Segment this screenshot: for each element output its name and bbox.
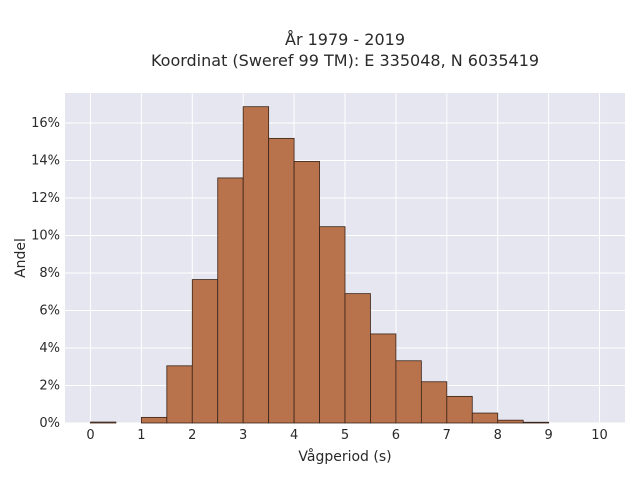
- y-tick-label-2: 4%: [39, 341, 60, 356]
- chart-title-line1: År 1979 - 2019: [285, 30, 405, 49]
- x-tick-label-10: 10: [591, 428, 608, 443]
- x-tick-label-3: 3: [239, 428, 247, 443]
- x-tick-label-0: 0: [86, 428, 94, 443]
- histogram-bar-7: [268, 137, 295, 424]
- histogram-bar-15: [471, 412, 499, 424]
- y-tick-label-8: 16%: [31, 116, 60, 131]
- y-tick-label-7: 14%: [31, 154, 60, 169]
- x-tick-label-6: 6: [392, 428, 400, 443]
- histogram-bar-9: [319, 226, 346, 424]
- histogram-bar-16: [497, 419, 524, 424]
- y-tick-label-4: 8%: [39, 266, 60, 281]
- histogram-bar-0: [90, 421, 117, 424]
- histogram-bar-12: [395, 360, 422, 424]
- x-tick-label-2: 2: [188, 428, 196, 443]
- y-tick-label-3: 6%: [39, 304, 60, 319]
- chart-title-line2: Koordinat (Sweref 99 TM): E 335048, N 60…: [151, 51, 539, 70]
- histogram-bars: [90, 106, 550, 424]
- y-tick-label-0: 0%: [39, 416, 60, 431]
- histogram-bar-10: [344, 293, 371, 424]
- histogram-bar-3: [166, 365, 193, 424]
- x-tick-label-5: 5: [341, 428, 349, 443]
- histogram-bar-2: [140, 416, 168, 424]
- y-tick-labels: 0% 2% 4% 6% 8% 10% 12% 14% 16%: [31, 116, 60, 431]
- histogram-bar-4: [191, 279, 219, 424]
- histogram-bar-5: [217, 177, 244, 424]
- y-tick-label-6: 12%: [31, 191, 60, 206]
- y-tick-label-1: 2%: [39, 379, 60, 394]
- histogram-bar-17: [522, 421, 550, 424]
- x-axis-label: Vågperiod (s): [298, 448, 391, 465]
- x-tick-labels: 0 1 2 3 4 5 6 7 8 9 10: [86, 428, 608, 443]
- histogram-bar-6: [242, 106, 270, 424]
- x-gridlines: [89, 93, 601, 423]
- x-tick-label-4: 4: [290, 428, 298, 443]
- y-axis-label: Andel: [13, 238, 29, 278]
- x-tick-label-9: 9: [544, 428, 552, 443]
- histogram-bar-13: [420, 381, 448, 424]
- x-tick-label-7: 7: [443, 428, 451, 443]
- x-tick-label-8: 8: [494, 428, 502, 443]
- y-tick-label-5: 10%: [31, 229, 60, 244]
- histogram-bar-11: [370, 333, 397, 424]
- histogram-bar-14: [446, 395, 473, 424]
- x-tick-label-1: 1: [137, 428, 145, 443]
- histogram-bar-8: [293, 161, 320, 424]
